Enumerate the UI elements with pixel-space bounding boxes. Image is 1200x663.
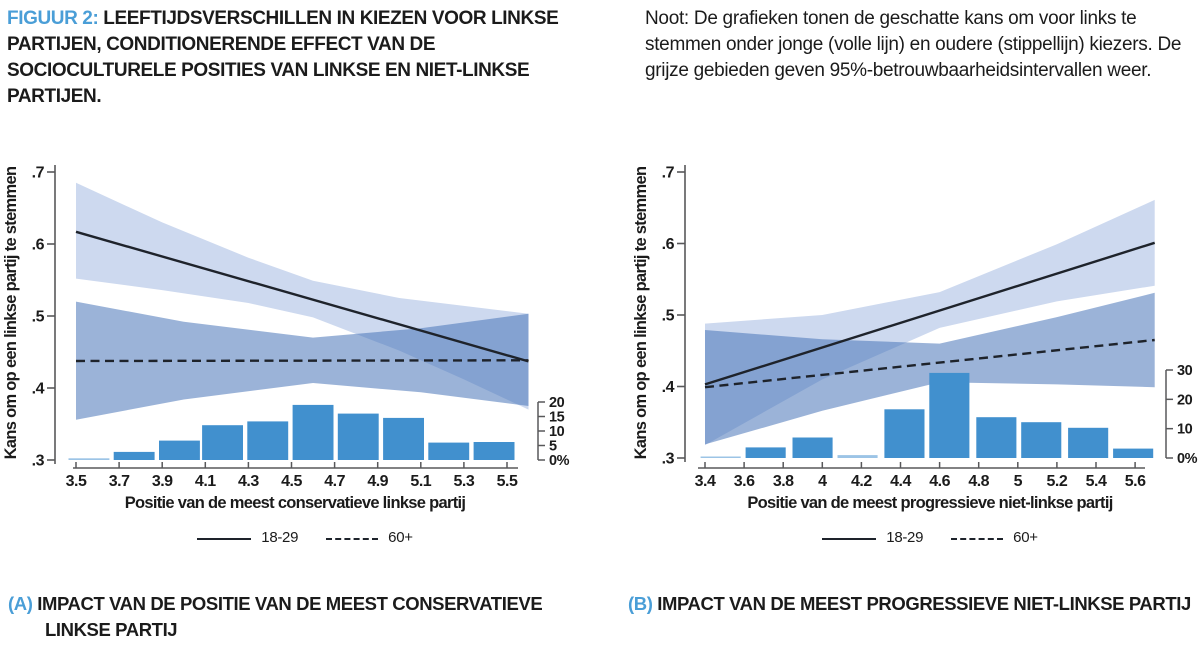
x-tick-label: 3.8 [773,473,794,490]
histogram-bar [113,451,155,460]
figure-title-text: LEEFTIJDSVERSCHILLEN IN KIEZEN VOOR LINK… [7,8,559,107]
panel-a-caption-text: IMPACT VAN DE POSITIE VAN DE MEEST CONSE… [37,593,543,640]
x-tick-label: 3.9 [152,473,173,490]
panel-a-chart: .3 .4 .5 .6 .7 3.5 3.7 3.9 4.1 4.3 4.5 4.7 4.9 5.1 5.3… [2,165,570,512]
histogram-bar [884,409,925,458]
figure-note: Noot: De grafieken tonen de geschatte ka… [645,8,1182,81]
histogram-bar [292,404,334,460]
x-axis-title: Positie van de meest conservatieve links… [125,494,466,512]
sec-tick-label: 20 [1177,392,1193,408]
panel-b-caption-text: IMPACT VAN DE MEEST PROGRESSIEVE NIET-LI… [657,593,1191,614]
panel-b-legend: 18-29 60+ [785,529,1075,546]
sec-tick-label: 0% [1177,451,1198,467]
histogram-bar [68,458,110,460]
y-tick-label: .7 [662,165,675,182]
sec-tick-label: 15 [549,410,565,426]
x-tick-label: 4.5 [281,473,302,490]
ci-band-60+ [705,292,1155,445]
histogram-bar [700,456,741,458]
histogram-bar [428,442,470,460]
y-tick-label: .4 [32,381,45,398]
x-axis-title: Positie van de meest progressieve niet-l… [747,494,1112,512]
histogram-bar [202,425,243,460]
x-tick-label: 4 [818,473,827,490]
y-tick-label: .6 [662,236,675,253]
x-tick-label: 5.2 [1047,473,1068,490]
y-tick-label: .6 [32,237,45,254]
legend-old-label: 60+ [388,529,413,546]
y-tick-label: .7 [32,165,45,182]
histogram-bar [1113,448,1154,458]
x-tick-label: 4.8 [968,473,989,490]
figure-title: FIGUUR 2: LEEFTIJDSVERSCHILLEN IN KIEZEN… [7,6,597,110]
x-tick-label: 4.3 [238,473,259,490]
ci-band-18-29 [705,199,1155,446]
y-tick-label: .3 [32,453,45,470]
x-tick-label: 4.2 [851,473,872,490]
legend-young-label: 18-29 [261,529,299,546]
sec-tick-label: 20 [549,395,565,411]
y-tick-label: .5 [662,308,675,325]
sec-tick-label: 5 [549,439,557,455]
histogram-bar [383,417,424,460]
histogram-bar [792,437,833,458]
x-tick-label: 3.7 [109,473,130,490]
dashed-line-60+ [704,338,1155,389]
histogram-bar [1068,427,1109,458]
dashed-line-60+ [75,359,529,363]
x-tick-label: 4.1 [195,473,216,490]
y-tick-label: .5 [32,309,45,326]
x-tick-label: 5 [1014,473,1023,490]
solid-line-sample [197,537,252,540]
histogram-bar [473,442,515,460]
panel-b-caption: (B) IMPACT VAN DE MEEST PROGRESSIEVE NIE… [628,591,1200,617]
y-tick-label: .3 [662,451,675,468]
legend-young-label: 18-29 [886,529,924,546]
x-tick-label: 5.1 [410,473,431,490]
histogram-bar [159,440,200,460]
x-tick-label: 4.4 [890,473,911,490]
sec-tick-label: 30 [1177,363,1193,379]
dashed-line-sample [951,537,1004,540]
panel-b-chart: .3 .4 .5 .6 .7 3.4 3.6 3.8 4 4.2 4.4 4.6 4.8 5 5.2 5.4 5… [632,165,1198,512]
figure-label: FIGUUR 2: [7,8,99,29]
histogram-bar [976,417,1017,458]
histogram-bar [929,372,970,458]
solid-line-18-29 [704,241,1156,386]
panel-b-label: (B) [628,593,653,614]
panel-a-label: (A) [8,593,33,614]
sec-tick-label: 10 [549,424,565,440]
histogram-bar [247,421,289,460]
solid-line-18-29 [75,230,529,363]
x-tick-label: 3.6 [734,473,755,490]
solid-line-sample [822,537,877,540]
y-axis-title: Kans om op een linkse partij te stemmen [2,166,20,459]
x-tick-label: 4.7 [324,473,345,490]
x-tick-label: 5.5 [497,473,518,490]
y-tick-label: .4 [662,379,675,396]
dashed-line-sample [326,537,379,540]
histogram-bar [1021,422,1062,458]
legend-old-label: 60+ [1013,529,1038,546]
histogram-bar [745,447,786,458]
x-tick-label: 5.6 [1125,473,1146,490]
x-tick-label: 4.9 [367,473,388,490]
sec-tick-label: 10 [1177,422,1193,438]
histogram-bar [337,413,379,460]
panel-a-caption: (A) IMPACT VAN DE POSITIE VAN DE MEEST C… [8,591,605,643]
sec-tick-label: 0% [549,453,570,469]
x-tick-label: 5.4 [1086,473,1107,490]
x-tick-label: 4.6 [929,473,950,490]
x-tick-label: 5.3 [454,473,475,490]
x-tick-label: 3.4 [695,473,716,490]
panel-a-legend: 18-29 60+ [160,529,450,546]
y-axis-title: Kans om op een linkse partij te stemmen [632,166,650,459]
histogram-bar [837,455,878,458]
x-tick-label: 3.5 [66,473,87,490]
